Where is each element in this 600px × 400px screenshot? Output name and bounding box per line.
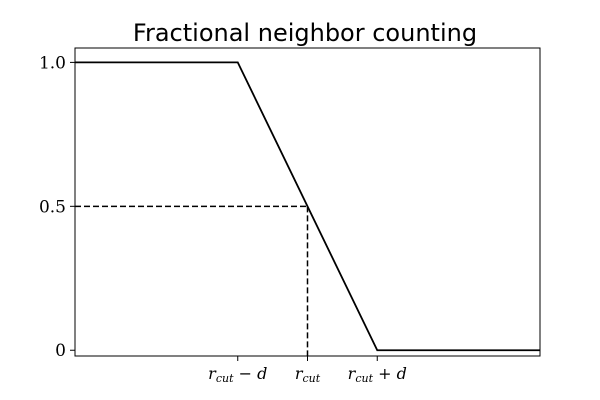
series-line-0 <box>75 61 540 352</box>
x-tick-label-1: rcut <box>295 364 321 385</box>
y-tick-label-2: 1.0 <box>39 53 66 73</box>
y-tick-label-0: 0 <box>55 341 66 361</box>
x-tick-label-2: rcut + d <box>348 364 407 385</box>
y-tick-label-1: 0.5 <box>39 197 66 217</box>
x-axis: rcut − d rcut rcut + d <box>208 356 407 385</box>
chart-title: Fractional neighbor counting <box>133 19 477 47</box>
plot-area <box>75 61 540 356</box>
x-tick-label-0: rcut − d <box>208 364 267 385</box>
y-axis: 0 0.5 1.0 <box>39 53 75 361</box>
